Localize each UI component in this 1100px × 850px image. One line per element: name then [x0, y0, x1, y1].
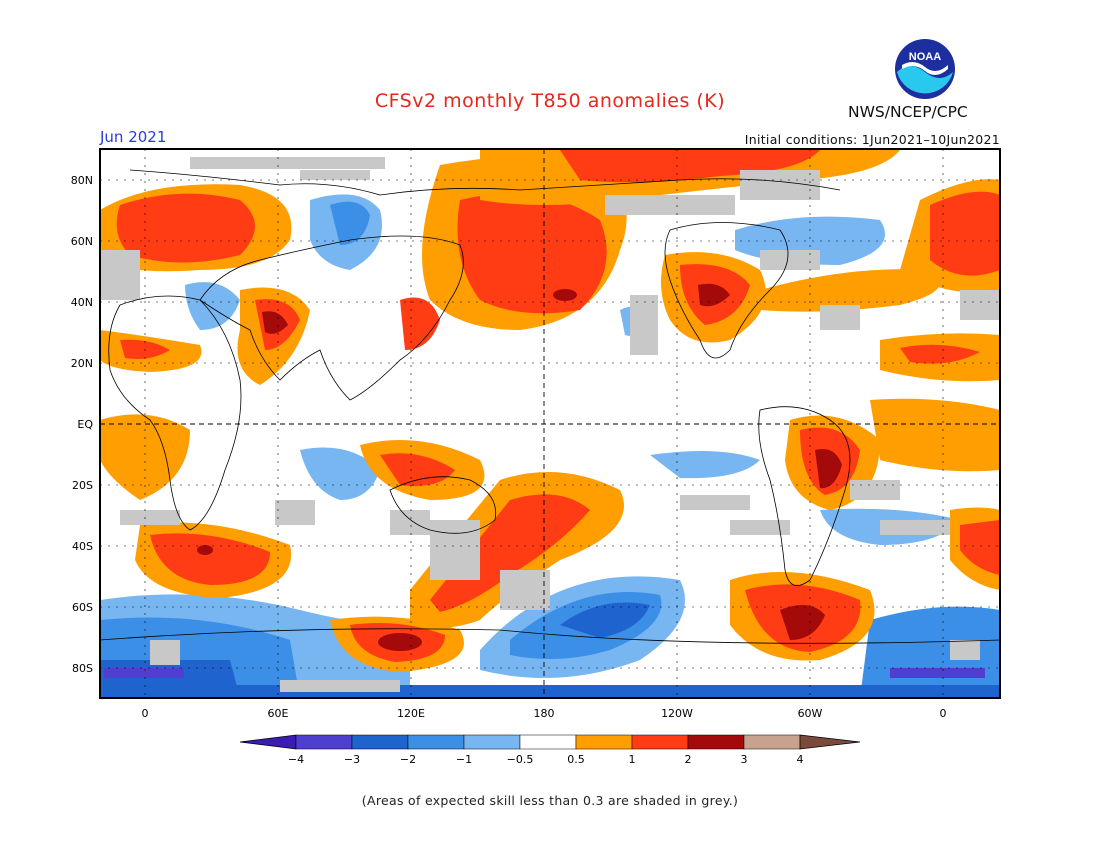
- colorbar-swatch: [687, 734, 745, 750]
- lon-label: 60W: [798, 707, 823, 720]
- colorbar-tick-label: −0.5: [507, 753, 534, 766]
- lat-label: 80N: [71, 174, 93, 187]
- colorbar-tick-label: 2: [685, 753, 692, 766]
- lat-label: 60N: [71, 235, 93, 248]
- colorbar-swatch: [407, 734, 465, 750]
- colorbar-swatch: [631, 734, 689, 750]
- longitude-labels: 0 60E 120E 180 120W 60W 0: [142, 707, 947, 720]
- colorbar-swatch: [575, 734, 633, 750]
- colorbar-tick-label: −2: [400, 753, 416, 766]
- colorbar-high-arrow: [799, 734, 861, 750]
- equator-dateline: [100, 149, 1000, 698]
- colorbar-swatch: [351, 734, 409, 750]
- colorbar-swatch: [295, 734, 353, 750]
- coastlines: [100, 169, 1000, 644]
- lat-label: 60S: [72, 601, 93, 614]
- lon-label: 120E: [397, 707, 425, 720]
- colorbar-tick-label: 4: [797, 753, 804, 766]
- lon-label: 180: [534, 707, 555, 720]
- forecast-period-label: Jun 2021: [100, 128, 167, 146]
- svg-text:NOAA: NOAA: [909, 51, 941, 63]
- footnote: (Areas of expected skill less than 0.3 a…: [361, 793, 739, 808]
- agency-label: NWS/NCEP/CPC: [848, 103, 968, 121]
- lon-label: 120W: [661, 707, 693, 720]
- map-frame: [99, 148, 1001, 699]
- map-title: CFSv2 monthly T850 anomalies (K): [374, 90, 726, 112]
- colorbar: −4 −3 −2 −1 −0.5 0.5 1 2 3 4: [239, 734, 861, 766]
- lat-label: 20S: [72, 479, 93, 492]
- graticule: [100, 149, 1000, 698]
- colorbar-tick-label: 1: [629, 753, 636, 766]
- colorbar-tick-label: −1: [456, 753, 472, 766]
- lon-label: 0: [940, 707, 947, 720]
- colorbar-tick-label: −4: [288, 753, 304, 766]
- lat-label: 20N: [71, 357, 93, 370]
- colorbar-tick-label: 3: [741, 753, 748, 766]
- colorbar-swatch: [743, 734, 801, 750]
- lat-label: EQ: [77, 418, 93, 431]
- initial-conditions-label: Initial conditions: 1Jun2021–10Jun2021: [744, 132, 1000, 147]
- colorbar-swatch: [463, 734, 521, 750]
- colorbar-tick-label: 0.5: [567, 753, 585, 766]
- noaa-logo-icon: NOAA: [895, 39, 955, 99]
- colorbar-low-arrow: [239, 734, 297, 750]
- lon-label: 60E: [268, 707, 289, 720]
- lat-label: 80S: [72, 662, 93, 675]
- colorbar-tick-label: −3: [344, 753, 360, 766]
- anomaly-field: [100, 149, 1000, 698]
- colorbar-swatch: [519, 734, 577, 750]
- latitude-labels: 80N 60N 40N 20N EQ 20S 40S 60S 80S: [71, 174, 94, 675]
- lat-label: 40S: [72, 540, 93, 553]
- lon-label: 0: [142, 707, 149, 720]
- lat-label: 40N: [71, 296, 93, 309]
